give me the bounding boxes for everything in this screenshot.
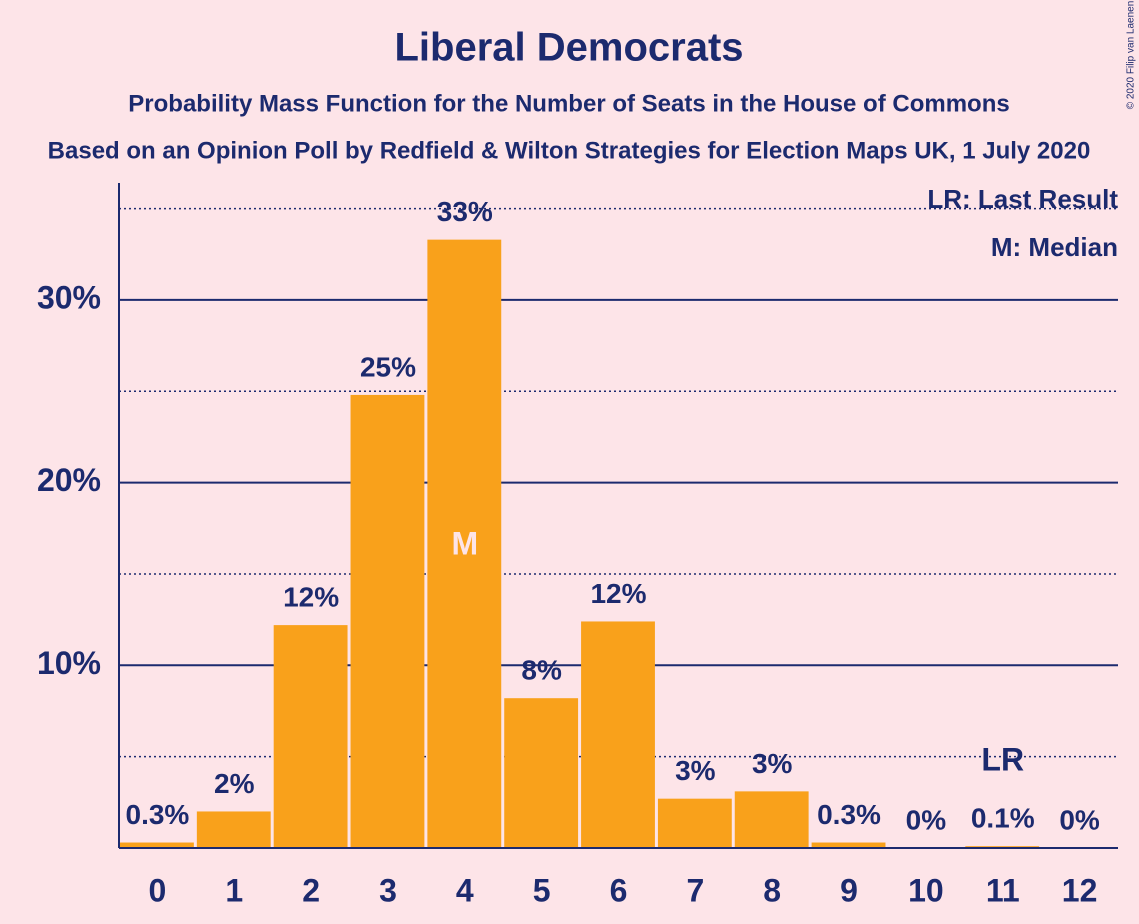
bar: [734, 791, 809, 848]
x-tick-label: 3: [379, 872, 397, 908]
bar: [273, 625, 348, 848]
value-label: 0.3%: [126, 799, 190, 830]
bar: [504, 698, 579, 848]
x-tick-label: 4: [456, 872, 474, 908]
x-tick-label: 6: [610, 872, 628, 908]
bar: [196, 811, 271, 848]
value-label: 3%: [675, 755, 716, 786]
legend-entry: LR: Last Result: [927, 184, 1118, 214]
bar: [120, 842, 194, 848]
value-label: 8%: [521, 655, 562, 686]
x-tick-label: 8: [763, 872, 781, 908]
bar: [581, 621, 655, 848]
chart-subtitle: Probability Mass Function for the Number…: [128, 90, 1009, 117]
median-marker: M: [451, 525, 478, 561]
value-label: 12%: [283, 582, 339, 613]
value-label: 33%: [437, 196, 493, 227]
y-tick-label: 30%: [37, 279, 101, 315]
copyright: © 2020 Filip van Laenen: [1126, 1, 1137, 110]
y-tick-label: 10%: [37, 645, 101, 681]
value-label: 0.1%: [971, 803, 1035, 834]
x-tick-label: 2: [302, 872, 320, 908]
bar: [350, 394, 425, 848]
bar: [427, 239, 502, 848]
x-tick-label: 9: [840, 872, 858, 908]
value-label: 12%: [590, 578, 646, 609]
y-tick-label: 20%: [37, 462, 101, 498]
x-tick-label: 0: [149, 872, 167, 908]
value-label: 0.3%: [817, 799, 881, 830]
value-label: 25%: [360, 351, 416, 382]
value-label: 3%: [752, 748, 793, 779]
value-label: 0%: [906, 804, 947, 835]
legend-entry: M: Median: [991, 232, 1118, 262]
x-tick-label: 1: [225, 872, 243, 908]
x-tick-label: 12: [1062, 872, 1098, 908]
bar: [657, 798, 732, 848]
chart-title: Liberal Democrats: [394, 26, 743, 70]
x-tick-label: 11: [986, 872, 1020, 908]
value-label: 2%: [214, 768, 255, 799]
value-label: 0%: [1059, 804, 1100, 835]
x-tick-label: 7: [686, 872, 704, 908]
last-result-marker: LR: [981, 741, 1024, 777]
x-tick-label: 10: [908, 872, 944, 908]
chart-source: Based on an Opinion Poll by Redfield & W…: [48, 137, 1091, 164]
bar: [811, 842, 886, 848]
x-tick-label: 5: [533, 872, 551, 908]
